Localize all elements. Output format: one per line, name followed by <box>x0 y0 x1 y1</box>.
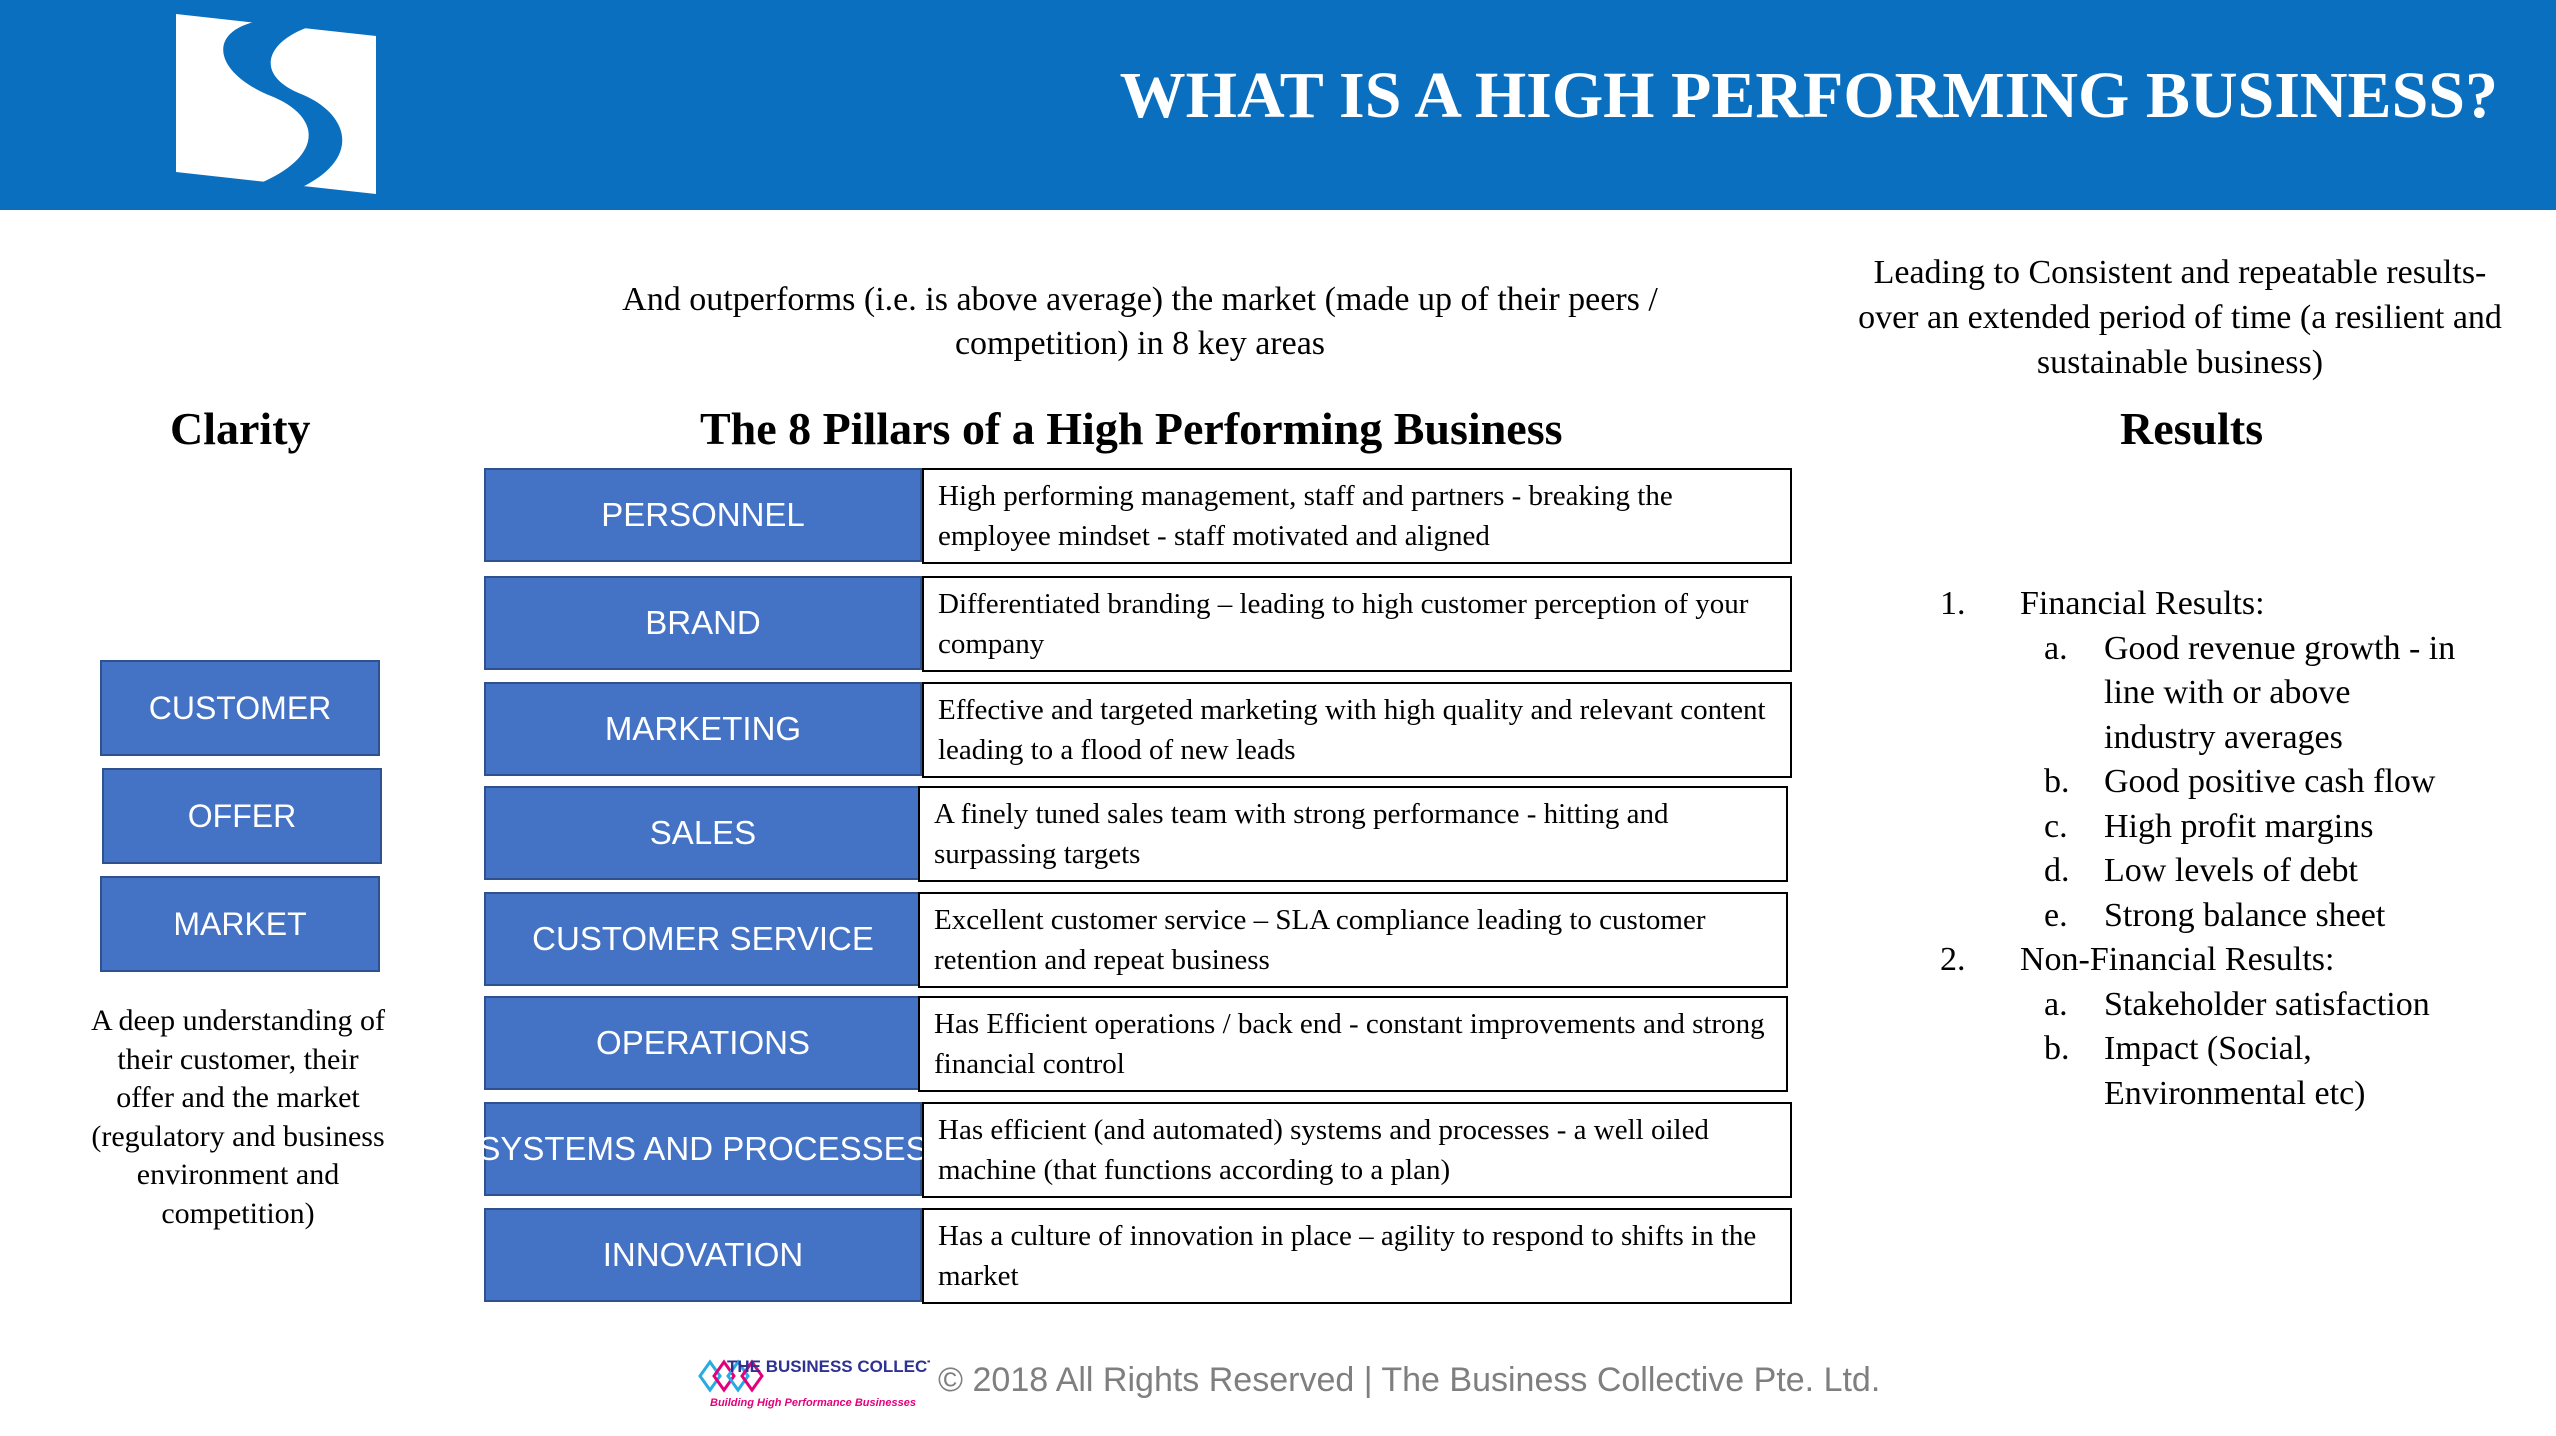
pillar-description: High performing management, staff and pa… <box>922 468 1792 564</box>
pillar-label: PERSONNEL <box>484 468 922 562</box>
result-sub-item: c. High profit margins <box>1940 805 2460 850</box>
footer-logo-title: THE BUSINESS COLLECTIVE <box>727 1357 930 1376</box>
results-heading: Results <box>2120 403 2264 454</box>
result-item-non-financial: 2. Non-Financial Results: <box>1940 938 2460 983</box>
result-sub-label: Good revenue growth - in line with or ab… <box>2104 629 2456 756</box>
pillars-heading: The 8 Pillars of a High Performing Busin… <box>700 403 1563 454</box>
pillar-label: SALES <box>484 786 922 880</box>
pillar-description: Has a culture of innovation in place – a… <box>922 1208 1792 1304</box>
result-item-label: Non-Financial Results: <box>2020 941 2335 978</box>
header-bar: WHAT IS A HIGH PERFORMING BUSINESS? <box>0 0 2556 210</box>
pillar-label: CUSTOMER SERVICE <box>484 892 922 986</box>
list-letter: a. <box>2044 985 2068 1023</box>
list-letter: b. <box>2044 1030 2070 1067</box>
pillar-description: A finely tuned sales team with strong pe… <box>918 786 1788 882</box>
pillar-row-sales: SALES A finely tuned sales team with str… <box>484 786 1800 882</box>
pillar-description: Effective and targeted marketing with hi… <box>922 682 1792 778</box>
result-sub-label: Impact (Social, Environmental etc) <box>2104 1030 2366 1112</box>
pillar-label: SYSTEMS AND PROCESSES <box>478 1102 928 1196</box>
intro-right-text: Leading to Consistent and repeatable res… <box>1858 254 2502 381</box>
pillar-label: MARKETING <box>484 682 922 776</box>
result-sub-label: Strong balance sheet <box>2104 896 2386 934</box>
result-sub-item: b. Impact (Social, Environmental etc) <box>1940 1027 2460 1116</box>
list-letter: d. <box>2044 852 2070 889</box>
pillar-label: INNOVATION <box>484 1208 922 1302</box>
footer: THE BUSINESS COLLECTIVE Building High Pe… <box>696 1350 1880 1410</box>
intro-center-text: And outperforms (i.e. is above average) … <box>622 281 1658 362</box>
list-letter: b. <box>2044 763 2070 800</box>
result-sub-label: High profit margins <box>2104 807 2374 845</box>
result-sub-item: a. Good revenue growth - in line with or… <box>1940 627 2460 761</box>
pillar-row-personnel: PERSONNEL High performing management, st… <box>484 468 1800 564</box>
result-sub-item: d. Low levels of debt <box>1940 849 2460 894</box>
business-collective-logo-icon: THE BUSINESS COLLECTIVE Building High Pe… <box>698 1357 930 1409</box>
result-sub-item: a. Stakeholder satisfaction <box>1940 983 2460 1028</box>
pillar-row-operations: OPERATIONS Has Efficient operations / ba… <box>484 996 1800 1092</box>
result-sub-item: b. Good positive cash flow <box>1940 760 2460 805</box>
list-number: 2. <box>1940 941 1966 978</box>
result-item-label: Financial Results: <box>2020 585 2265 622</box>
list-letter: a. <box>2044 629 2068 667</box>
results-list: 1. Financial Results: a. Good revenue gr… <box>1940 582 2460 1116</box>
list-letter: e. <box>2044 896 2068 934</box>
pillar-description: Has Efficient operations / back end - co… <box>918 996 1788 1092</box>
clarity-box-customer: CUSTOMER <box>100 660 380 756</box>
result-sub-item: e. Strong balance sheet <box>1940 894 2460 939</box>
copyright-text: © 2018 All Rights Reserved | The Busines… <box>938 1360 1881 1399</box>
list-letter: c. <box>2044 807 2068 845</box>
clarity-heading: Clarity <box>170 403 311 454</box>
pillar-row-systems-and-processes: SYSTEMS AND PROCESSES Has efficient (and… <box>478 1102 1800 1198</box>
pillar-description: Differentiated branding – leading to hig… <box>922 576 1792 672</box>
clarity-description: A deep understanding of their customer, … <box>90 1004 386 1230</box>
pillar-row-brand: BRAND Differentiated branding – leading … <box>484 576 1800 672</box>
s-curve-logo-icon <box>176 14 376 194</box>
result-sub-label: Low levels of debt <box>2104 852 2358 889</box>
result-sub-label: Stakeholder satisfaction <box>2104 985 2430 1023</box>
pillar-row-customer-service: CUSTOMER SERVICE Excellent customer serv… <box>484 892 1800 988</box>
pillar-row-marketing: MARKETING Effective and targeted marketi… <box>484 682 1800 778</box>
pillar-label: OPERATIONS <box>484 996 922 1090</box>
pillar-row-innovation: INNOVATION Has a culture of innovation i… <box>484 1208 1800 1304</box>
clarity-box-market: MARKET <box>100 876 380 972</box>
footer-logo-tagline: Building High Performance Businesses <box>710 1397 916 1409</box>
pillar-description: Excellent customer service – SLA complia… <box>918 892 1788 988</box>
clarity-box-offer: OFFER <box>102 768 382 864</box>
pillar-description: Has efficient (and automated) systems an… <box>922 1102 1792 1198</box>
pillar-label: BRAND <box>484 576 922 670</box>
result-sub-label: Good positive cash flow <box>2104 763 2436 800</box>
result-item-financial: 1. Financial Results: <box>1940 582 2460 627</box>
page-title: WHAT IS A HIGH PERFORMING BUSINESS? <box>1119 59 2498 132</box>
list-number: 1. <box>1940 585 1966 622</box>
